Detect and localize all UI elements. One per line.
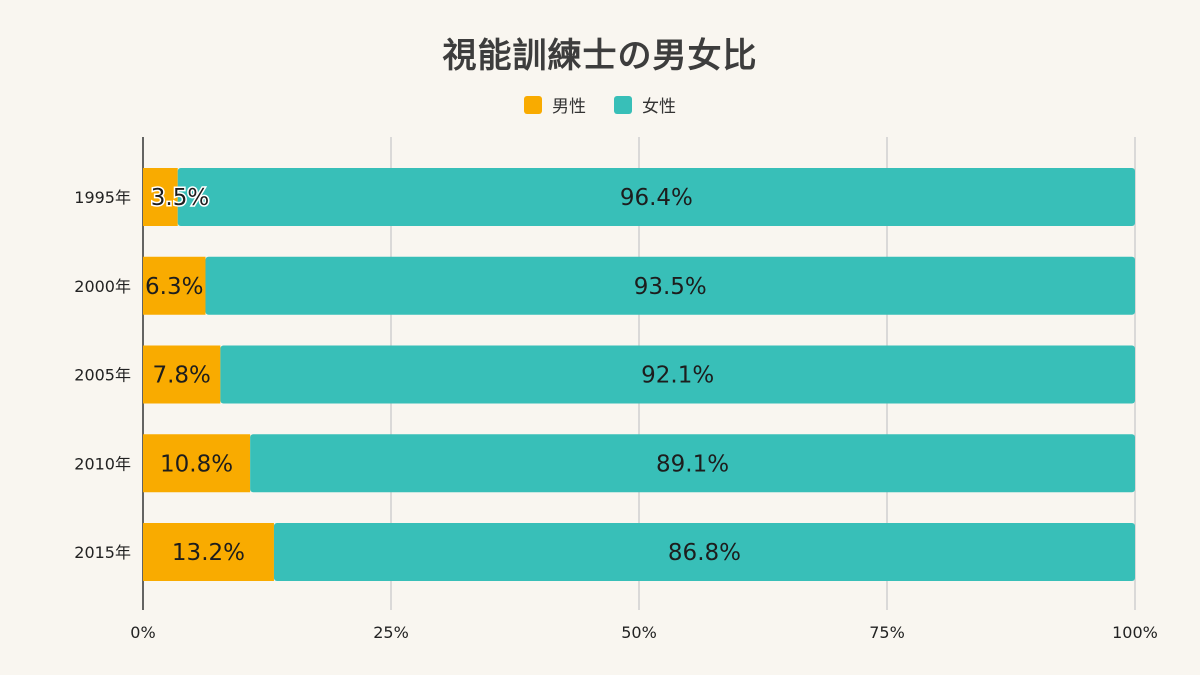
legend-swatch-male	[524, 95, 542, 114]
data-label-female: 86.8%	[668, 540, 741, 566]
data-label-female: 89.1%	[656, 451, 729, 477]
data-label-male: 3.5%	[151, 185, 209, 211]
x-tick-label: 100%	[1112, 623, 1158, 642]
data-label-female: 92.1%	[641, 363, 714, 389]
bar-segment-female	[205, 256, 1136, 315]
legend-swatch-female	[614, 95, 632, 114]
chart-title: 視能訓練士の男女比	[442, 36, 758, 76]
x-tick-label: 25%	[373, 623, 409, 642]
data-label-female: 96.4%	[620, 185, 693, 211]
category-label: 2000年	[74, 277, 131, 296]
data-label-male: 7.8%	[152, 363, 210, 389]
legend-label-male: 男性	[552, 97, 586, 117]
bar-segment-male	[143, 256, 206, 315]
x-tick-label: 0%	[130, 623, 155, 642]
category-label: 2005年	[74, 366, 131, 385]
legend-item-female: 女性	[614, 92, 676, 117]
bar-segment-male	[143, 168, 178, 226]
legend-item-male: 男性	[524, 92, 586, 117]
legend-label-female: 女性	[642, 97, 676, 117]
legend: 男性 女性	[0, 92, 1200, 117]
data-label-male: 13.2%	[172, 540, 245, 566]
bar-segment-female	[220, 345, 1136, 404]
x-tick-label: 75%	[869, 623, 905, 642]
bar-segment-male	[143, 434, 251, 493]
data-label-male: 10.8%	[160, 451, 233, 477]
x-tick-label: 50%	[621, 623, 657, 642]
bar-segment-female	[273, 523, 1136, 581]
category-label: 2015年	[74, 543, 131, 562]
bar-segment-female	[177, 168, 1136, 226]
bar-segment-female	[250, 434, 1136, 493]
bar-segment-male	[143, 523, 274, 581]
category-label: 1995年	[74, 188, 131, 207]
data-label-male: 6.3%	[145, 274, 203, 300]
data-label-female: 93.5%	[634, 274, 707, 300]
category-label: 2010年	[74, 454, 131, 473]
bar-segment-male	[143, 345, 221, 404]
